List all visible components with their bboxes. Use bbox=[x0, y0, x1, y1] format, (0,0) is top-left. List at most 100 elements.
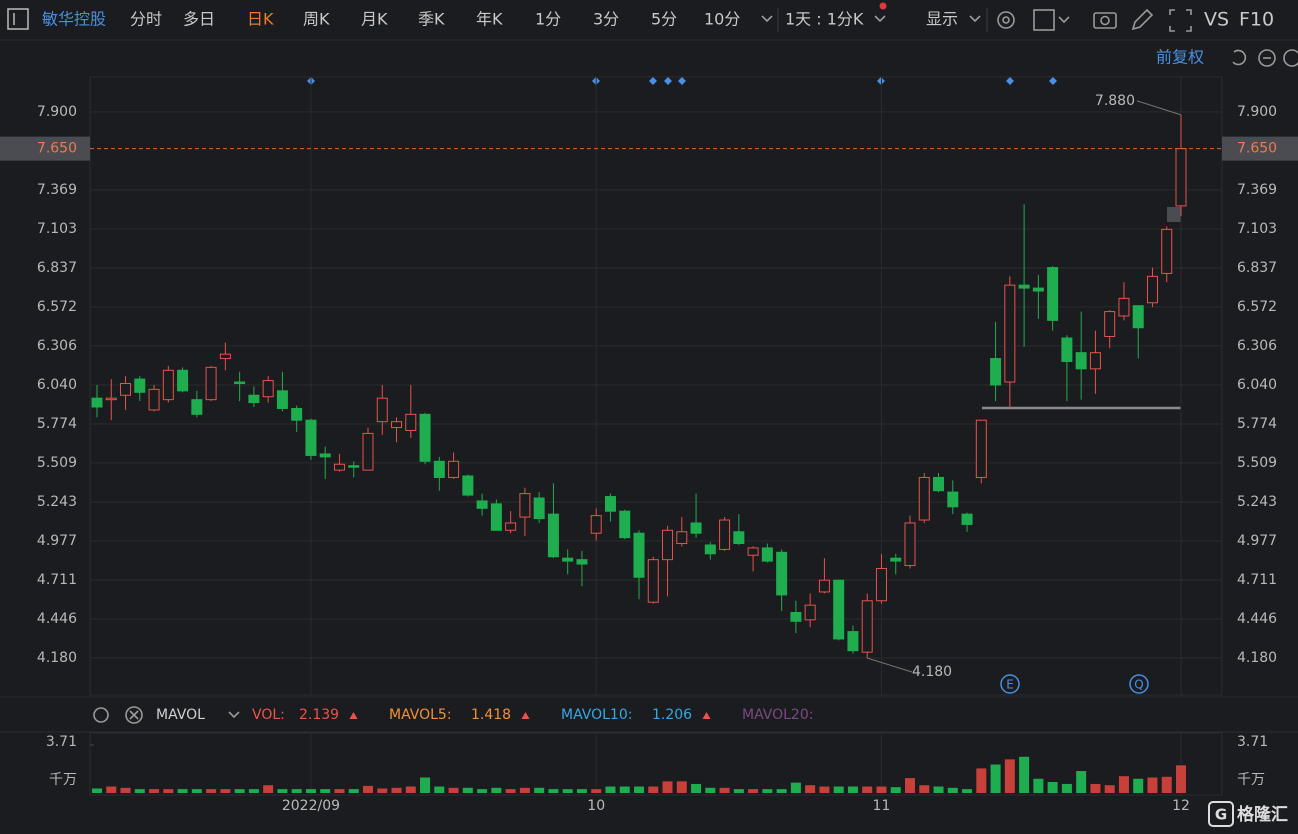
y-tick-label-right: 7.369 bbox=[1237, 182, 1277, 198]
zoom-out[interactable] bbox=[1258, 49, 1276, 67]
y-tick-label: 4.180 bbox=[37, 650, 77, 666]
tab[interactable]: 季K bbox=[418, 10, 445, 29]
tab[interactable]: 10分 bbox=[704, 10, 740, 29]
legend-value: 2.139 bbox=[299, 707, 339, 723]
volume-bar bbox=[562, 789, 573, 793]
annotation-leader bbox=[1136, 100, 1182, 116]
candle-body bbox=[990, 358, 1002, 386]
candle-body bbox=[590, 515, 602, 534]
drawing-icon[interactable] bbox=[1033, 9, 1055, 31]
annotation-leader bbox=[866, 657, 913, 673]
candle-body bbox=[719, 519, 731, 550]
y-tick-label: 5.243 bbox=[37, 494, 77, 510]
candle-body bbox=[1061, 337, 1073, 362]
volume-bar bbox=[833, 786, 844, 793]
tab[interactable]: 5分 bbox=[651, 10, 677, 29]
volume-bar bbox=[691, 783, 702, 793]
volume-bar bbox=[391, 787, 402, 793]
pen-icon[interactable] bbox=[1131, 8, 1154, 31]
chevron[interactable] bbox=[761, 15, 773, 23]
indicator-name[interactable]: MAVOL bbox=[156, 707, 205, 723]
sidebar-toggle[interactable] bbox=[7, 8, 29, 30]
stock-name[interactable]: 敏华控股 bbox=[42, 10, 106, 29]
volume-close-x bbox=[129, 710, 139, 720]
candle-body bbox=[833, 579, 845, 640]
camera-icon[interactable] bbox=[1093, 12, 1117, 29]
tab[interactable]: 3分 bbox=[593, 10, 619, 29]
event-marker[interactable] bbox=[678, 77, 686, 85]
candle-body bbox=[804, 604, 816, 621]
candle-body bbox=[333, 463, 345, 471]
drawn-box[interactable] bbox=[1167, 207, 1181, 222]
badge-label: Q bbox=[1134, 678, 1143, 692]
reset-icon[interactable] bbox=[1232, 49, 1247, 66]
volume-close[interactable] bbox=[125, 706, 143, 724]
volume-bar bbox=[163, 789, 174, 793]
volume-bar bbox=[605, 786, 616, 793]
badge[interactable] bbox=[1129, 674, 1149, 694]
volume-bar bbox=[134, 789, 145, 793]
volume-bar bbox=[92, 788, 102, 793]
period-select[interactable]: 1天 : 1分K bbox=[785, 10, 864, 29]
tab[interactable]: 周K bbox=[303, 10, 330, 29]
event-marker[interactable] bbox=[1049, 77, 1057, 85]
chevron[interactable] bbox=[969, 15, 981, 23]
legend-name: MAVOL20: bbox=[742, 707, 813, 723]
badge[interactable] bbox=[1000, 674, 1020, 694]
vs-button[interactable]: VS bbox=[1204, 9, 1229, 31]
tab[interactable]: 月K bbox=[361, 10, 388, 29]
annotation-label: 7.880 bbox=[1095, 93, 1135, 109]
last-price-box bbox=[0, 136, 90, 161]
candle-body bbox=[305, 419, 317, 456]
event-marker[interactable] bbox=[1006, 77, 1014, 85]
event-marker[interactable] bbox=[649, 77, 657, 85]
tab[interactable]: 分时 bbox=[130, 10, 162, 29]
volume-bar bbox=[477, 789, 488, 793]
tab[interactable]: 日K bbox=[247, 10, 274, 29]
price-panel bbox=[89, 76, 1223, 696]
display-menu[interactable]: 显示 bbox=[926, 10, 958, 29]
volume-bar bbox=[177, 789, 188, 793]
adjust-select[interactable]: 前复权 bbox=[1156, 48, 1204, 67]
tab[interactable]: 年K bbox=[476, 10, 503, 29]
candle-body bbox=[319, 453, 331, 458]
y-tick-label-right: 4.446 bbox=[1237, 611, 1277, 627]
tab[interactable]: 多日 bbox=[183, 10, 215, 29]
candle-body bbox=[1089, 352, 1101, 370]
candle-body bbox=[234, 381, 246, 385]
event-marker[interactable] bbox=[664, 77, 672, 85]
notice-dot bbox=[879, 2, 887, 10]
chevron[interactable] bbox=[874, 15, 886, 23]
y-tick-label: 5.774 bbox=[37, 416, 77, 432]
candle-body bbox=[162, 369, 174, 401]
volume-settings[interactable] bbox=[93, 707, 109, 723]
candle-body bbox=[890, 557, 902, 562]
volume-bar bbox=[534, 787, 545, 793]
volume-bar bbox=[748, 789, 759, 793]
legend-value: 1.206 bbox=[652, 707, 692, 723]
chevron[interactable] bbox=[1058, 16, 1070, 24]
candle-body bbox=[847, 631, 859, 652]
candle-body bbox=[1146, 275, 1158, 304]
settings-icon[interactable] bbox=[997, 11, 1015, 29]
f10-button[interactable]: F10 bbox=[1239, 9, 1274, 31]
candle-body bbox=[1161, 228, 1173, 274]
candle-body bbox=[262, 380, 274, 398]
candle-body bbox=[177, 369, 189, 392]
legend-name: VOL: bbox=[252, 707, 285, 723]
volume-bar bbox=[619, 786, 630, 793]
volume-bar bbox=[1004, 759, 1015, 793]
candle-body bbox=[1104, 311, 1116, 338]
candle-body bbox=[961, 513, 973, 525]
candle-body bbox=[91, 397, 103, 408]
volume-bar bbox=[405, 786, 416, 793]
volume-bar bbox=[505, 789, 516, 793]
zoom-in[interactable] bbox=[1283, 49, 1298, 67]
fullscreen-icon[interactable] bbox=[1169, 9, 1192, 32]
tab[interactable]: 1分 bbox=[535, 10, 561, 29]
volume-bar bbox=[206, 789, 217, 793]
chevron[interactable] bbox=[228, 711, 240, 719]
candle-body bbox=[205, 366, 217, 401]
y-tick-label-right: 7.103 bbox=[1237, 221, 1277, 237]
y-tick-label-right: 4.977 bbox=[1237, 533, 1277, 549]
